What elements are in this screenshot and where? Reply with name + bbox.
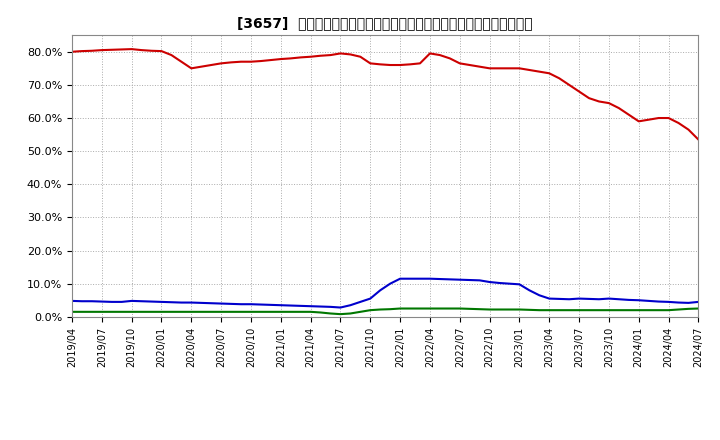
自己資本 — [127, 47, 136, 52]
自己資本 — [157, 48, 166, 54]
自己資本 — [694, 137, 703, 142]
繰延税金資産 — [147, 309, 156, 315]
のれん — [147, 299, 156, 304]
繰延税金資産 — [436, 306, 444, 311]
自己資本 — [336, 51, 345, 56]
のれん — [495, 280, 504, 286]
自己資本 — [485, 66, 494, 71]
繰延税金資産 — [495, 307, 504, 312]
のれん — [694, 299, 703, 304]
自己資本 — [386, 62, 395, 68]
のれん — [68, 298, 76, 304]
Line: 自己資本: 自己資本 — [72, 49, 698, 139]
Line: のれん: のれん — [72, 279, 698, 308]
自己資本 — [475, 64, 484, 70]
繰延税金資産 — [396, 306, 405, 311]
のれん — [485, 279, 494, 285]
のれん — [396, 276, 405, 281]
のれん — [336, 305, 345, 310]
繰延税金資産 — [386, 307, 395, 312]
Title: [3657]  自己資本、のれん、繰延税金資産の総資産に対する比率の推移: [3657] 自己資本、のれん、繰延税金資産の総資産に対する比率の推移 — [238, 16, 533, 30]
Line: 繰延税金資産: 繰延税金資産 — [72, 308, 698, 314]
自己資本 — [426, 51, 434, 56]
繰延税金資産 — [336, 312, 345, 317]
繰延税金資産 — [326, 311, 335, 316]
のれん — [386, 281, 395, 286]
繰延税金資産 — [68, 309, 76, 315]
自己資本 — [68, 49, 76, 55]
繰延税金資産 — [485, 307, 494, 312]
のれん — [436, 276, 444, 282]
のれん — [326, 304, 335, 309]
繰延税金資産 — [694, 306, 703, 311]
